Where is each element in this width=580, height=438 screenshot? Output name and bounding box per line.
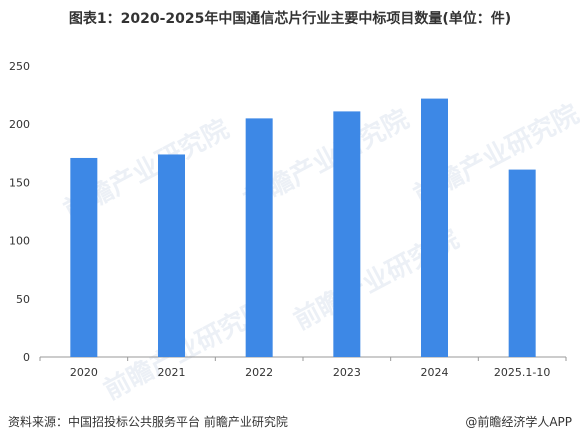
bar-2020 bbox=[70, 157, 98, 357]
x-tick-label: 2023 bbox=[333, 366, 361, 379]
y-tick-label: 200 bbox=[9, 118, 30, 131]
bar-2022 bbox=[245, 118, 273, 357]
brand-credit: @前瞻经济学人APP bbox=[465, 415, 572, 429]
y-tick-label: 150 bbox=[9, 176, 30, 189]
y-tick-label: 50 bbox=[16, 293, 30, 306]
bar-2023 bbox=[333, 111, 361, 358]
x-axis-labels: 2020 2021 2022 2023 2024 2025.1-10 bbox=[39, 357, 567, 379]
x-tick-label: 2020 bbox=[70, 366, 98, 379]
bar-2025.1-10 bbox=[508, 169, 536, 357]
x-tick-label: 2022 bbox=[245, 366, 273, 379]
y-axis: 0 50 100 150 200 250 bbox=[9, 60, 30, 364]
bar-2024 bbox=[421, 98, 448, 357]
x-tick-label: 2024 bbox=[421, 366, 449, 379]
y-tick-label: 100 bbox=[9, 235, 30, 248]
source-note: 资料来源：中国招投标公共服务平台 前瞻产业研究院 bbox=[8, 415, 288, 429]
y-tick-label: 0 bbox=[23, 351, 30, 364]
chart-title: 图表1：2020-2025年中国通信芯片行业主要中标项目数量(单位：件) bbox=[68, 11, 512, 27]
y-tick-label: 250 bbox=[9, 60, 30, 73]
bars-layer bbox=[70, 98, 536, 358]
bar-2021 bbox=[158, 154, 185, 357]
x-tick-label: 2021 bbox=[158, 366, 186, 379]
x-tick-label: 2025.1-10 bbox=[494, 366, 550, 379]
